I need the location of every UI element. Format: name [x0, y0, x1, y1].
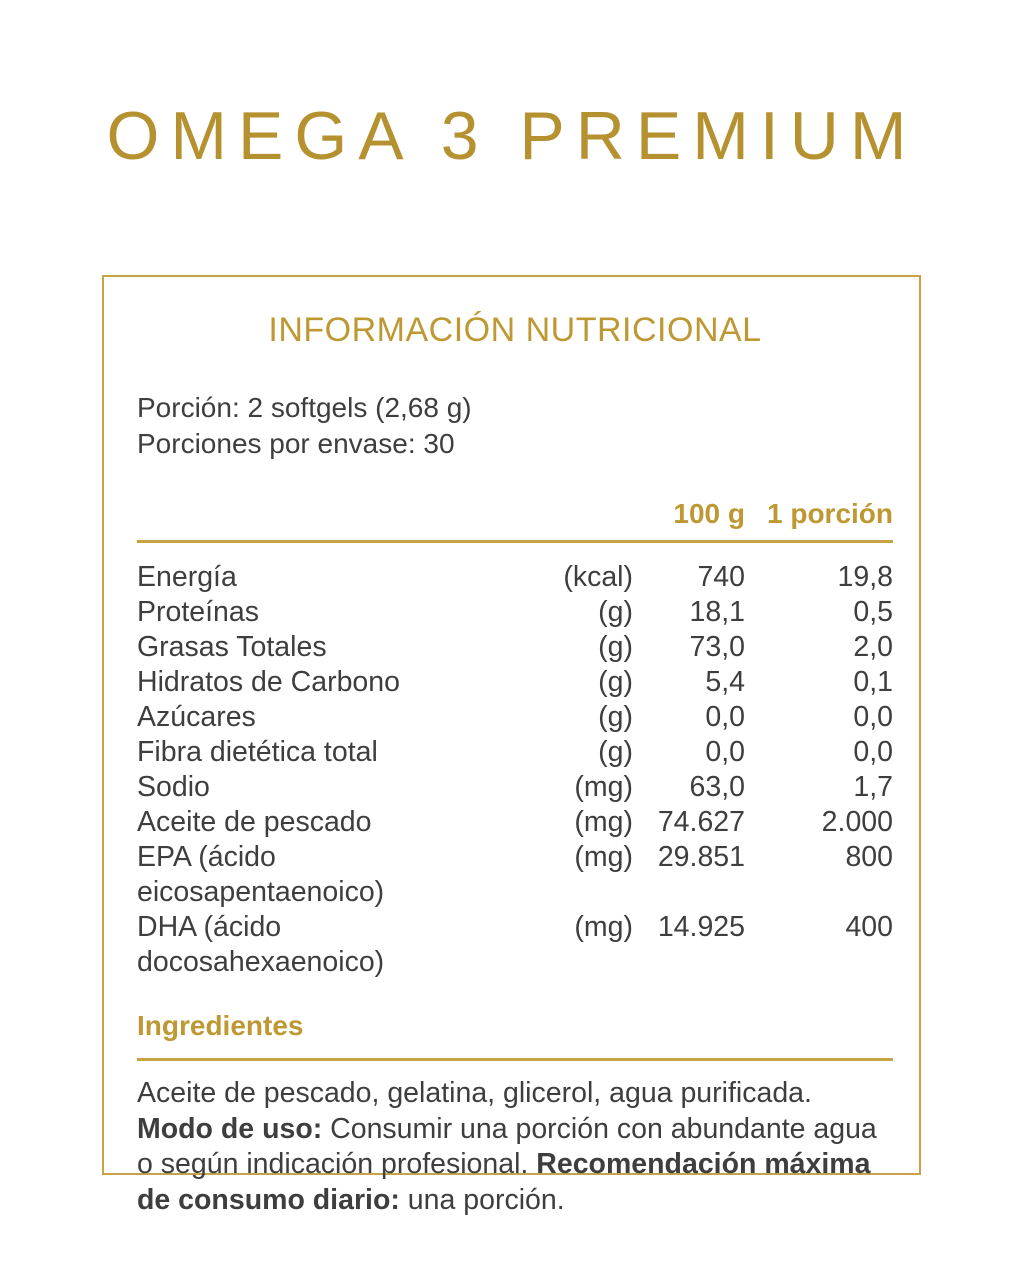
column-header-100g: 100 g [673, 498, 745, 529]
ingredients-heading: Ingredientes [137, 1010, 304, 1041]
table-row: Azúcares (g) 0,0 0,0 [137, 700, 893, 735]
value-per-portion: 400 [845, 911, 893, 943]
value-per-100g: 740 [697, 561, 745, 593]
nutrient-unit: (g) [598, 596, 633, 628]
value-per-100g: 14.925 [657, 911, 745, 943]
nutrient-unit: (mg) [574, 771, 633, 803]
serving-info: Porción: 2 softgels (2,68 g) Porciones p… [137, 390, 893, 462]
panel-title: INFORMACIÓN NUTRICIONAL [268, 311, 762, 349]
max-recommendation-label: Recomendación máxima [536, 1148, 871, 1180]
column-headers: 100 g 1 porción [137, 498, 893, 530]
nutrient-unit: (mg) [574, 806, 633, 838]
value-per-100g: 0,0 [705, 736, 745, 768]
usage-line: Modo de uso: Consumir una porción con ab… [137, 1112, 893, 1148]
nutrient-label: Hidratos de Carbono [137, 666, 400, 698]
value-per-100g: 5,4 [705, 666, 745, 698]
value-per-100g: 73,0 [689, 631, 745, 663]
ingredients-rule [137, 1058, 893, 1061]
value-per-100g: 29.851 [657, 841, 745, 873]
value-per-100g: 18,1 [689, 596, 745, 628]
nutrient-unit: (mg) [574, 911, 633, 943]
daily-consumption-text: una porción. [399, 1183, 565, 1216]
value-per-portion: 0,5 [853, 596, 893, 628]
nutrition-table: Energía (kcal) 740 19,8 Proteínas (g) 18… [137, 560, 893, 980]
usage-mode-label: Modo de uso: [137, 1112, 323, 1145]
usage-continuation-text: o según indicación profesional. [137, 1148, 537, 1180]
value-per-portion: 19,8 [837, 561, 893, 593]
nutrient-label: Proteínas [137, 596, 259, 628]
nutrient-label: Aceite de pescado [137, 806, 372, 838]
usage-line: de consumo diario: una porción. [137, 1183, 893, 1219]
nutrient-label: Sodio [137, 771, 210, 803]
daily-consumption-label: de consumo diario: [137, 1183, 400, 1216]
table-row: Hidratos de Carbono (g) 5,4 0,1 [137, 665, 893, 700]
value-per-portion: 0,0 [853, 736, 893, 768]
ingredients-text: Aceite de pescado, gelatina, glicerol, a… [137, 1077, 812, 1109]
value-per-100g: 74.627 [657, 806, 745, 838]
table-row: Energía (kcal) 740 19,8 [137, 560, 893, 595]
value-per-100g: 63,0 [689, 771, 745, 803]
usage-mode-text: Consumir una porción con abundante agua [322, 1112, 877, 1145]
nutrient-unit: (mg) [574, 841, 633, 873]
column-header-portion: 1 porción [766, 498, 893, 529]
nutrient-unit: (g) [598, 631, 633, 663]
table-row: Aceite de pescado (mg) 74.627 2.000 [137, 805, 893, 840]
usage-line: o según indicación profesional. Recomend… [137, 1147, 893, 1183]
table-row: Grasas Totales (g) 73,0 2,0 [137, 630, 893, 665]
usage-notes: Aceite de pescado, gelatina, glicerol, a… [137, 1076, 893, 1218]
table-row: Fibra dietética total (g) 0,0 0,0 [137, 735, 893, 770]
nutrition-panel: INFORMACIÓN NUTRICIONAL Porción: 2 softg… [102, 275, 921, 1216]
page-title: OMEGA 3 PREMIUM [106, 98, 918, 174]
value-per-portion: 0,1 [853, 666, 893, 698]
nutrient-label: Energía [137, 561, 237, 593]
value-per-portion: 2.000 [821, 806, 893, 838]
value-per-portion: 0,0 [853, 701, 893, 733]
nutrient-unit: (g) [598, 666, 633, 698]
nutrient-unit: (g) [598, 701, 633, 733]
nutrient-label: DHA (ácido docosahexaenoico) [137, 911, 385, 978]
table-header-rule [137, 540, 893, 543]
ingredients-text-line: Aceite de pescado, gelatina, glicerol, a… [137, 1076, 893, 1112]
value-per-portion: 800 [845, 841, 893, 873]
value-per-portion: 2,0 [853, 631, 893, 663]
value-per-portion: 1,7 [853, 771, 893, 803]
nutrient-label: EPA (ácido eicosapentaenoico) [137, 841, 385, 908]
table-row: DHA (ácido docosahexaenoico) (mg) 14.925… [137, 910, 893, 980]
nutrient-unit: (kcal) [563, 561, 633, 593]
table-row: EPA (ácido eicosapentaenoico) (mg) 29.85… [137, 840, 893, 910]
nutrient-label: Azúcares [137, 701, 256, 733]
nutrient-label: Grasas Totales [137, 631, 327, 663]
table-row: Proteínas (g) 18,1 0,5 [137, 595, 893, 630]
serving-size-line: Porción: 2 softgels (2,68 g) [137, 392, 472, 423]
servings-per-container-line: Porciones por envase: 30 [137, 428, 455, 459]
nutrient-label: Fibra dietética total [137, 736, 378, 768]
table-row: Sodio (mg) 63,0 1,7 [137, 770, 893, 805]
value-per-100g: 0,0 [705, 701, 745, 733]
nutrient-unit: (g) [598, 736, 633, 768]
